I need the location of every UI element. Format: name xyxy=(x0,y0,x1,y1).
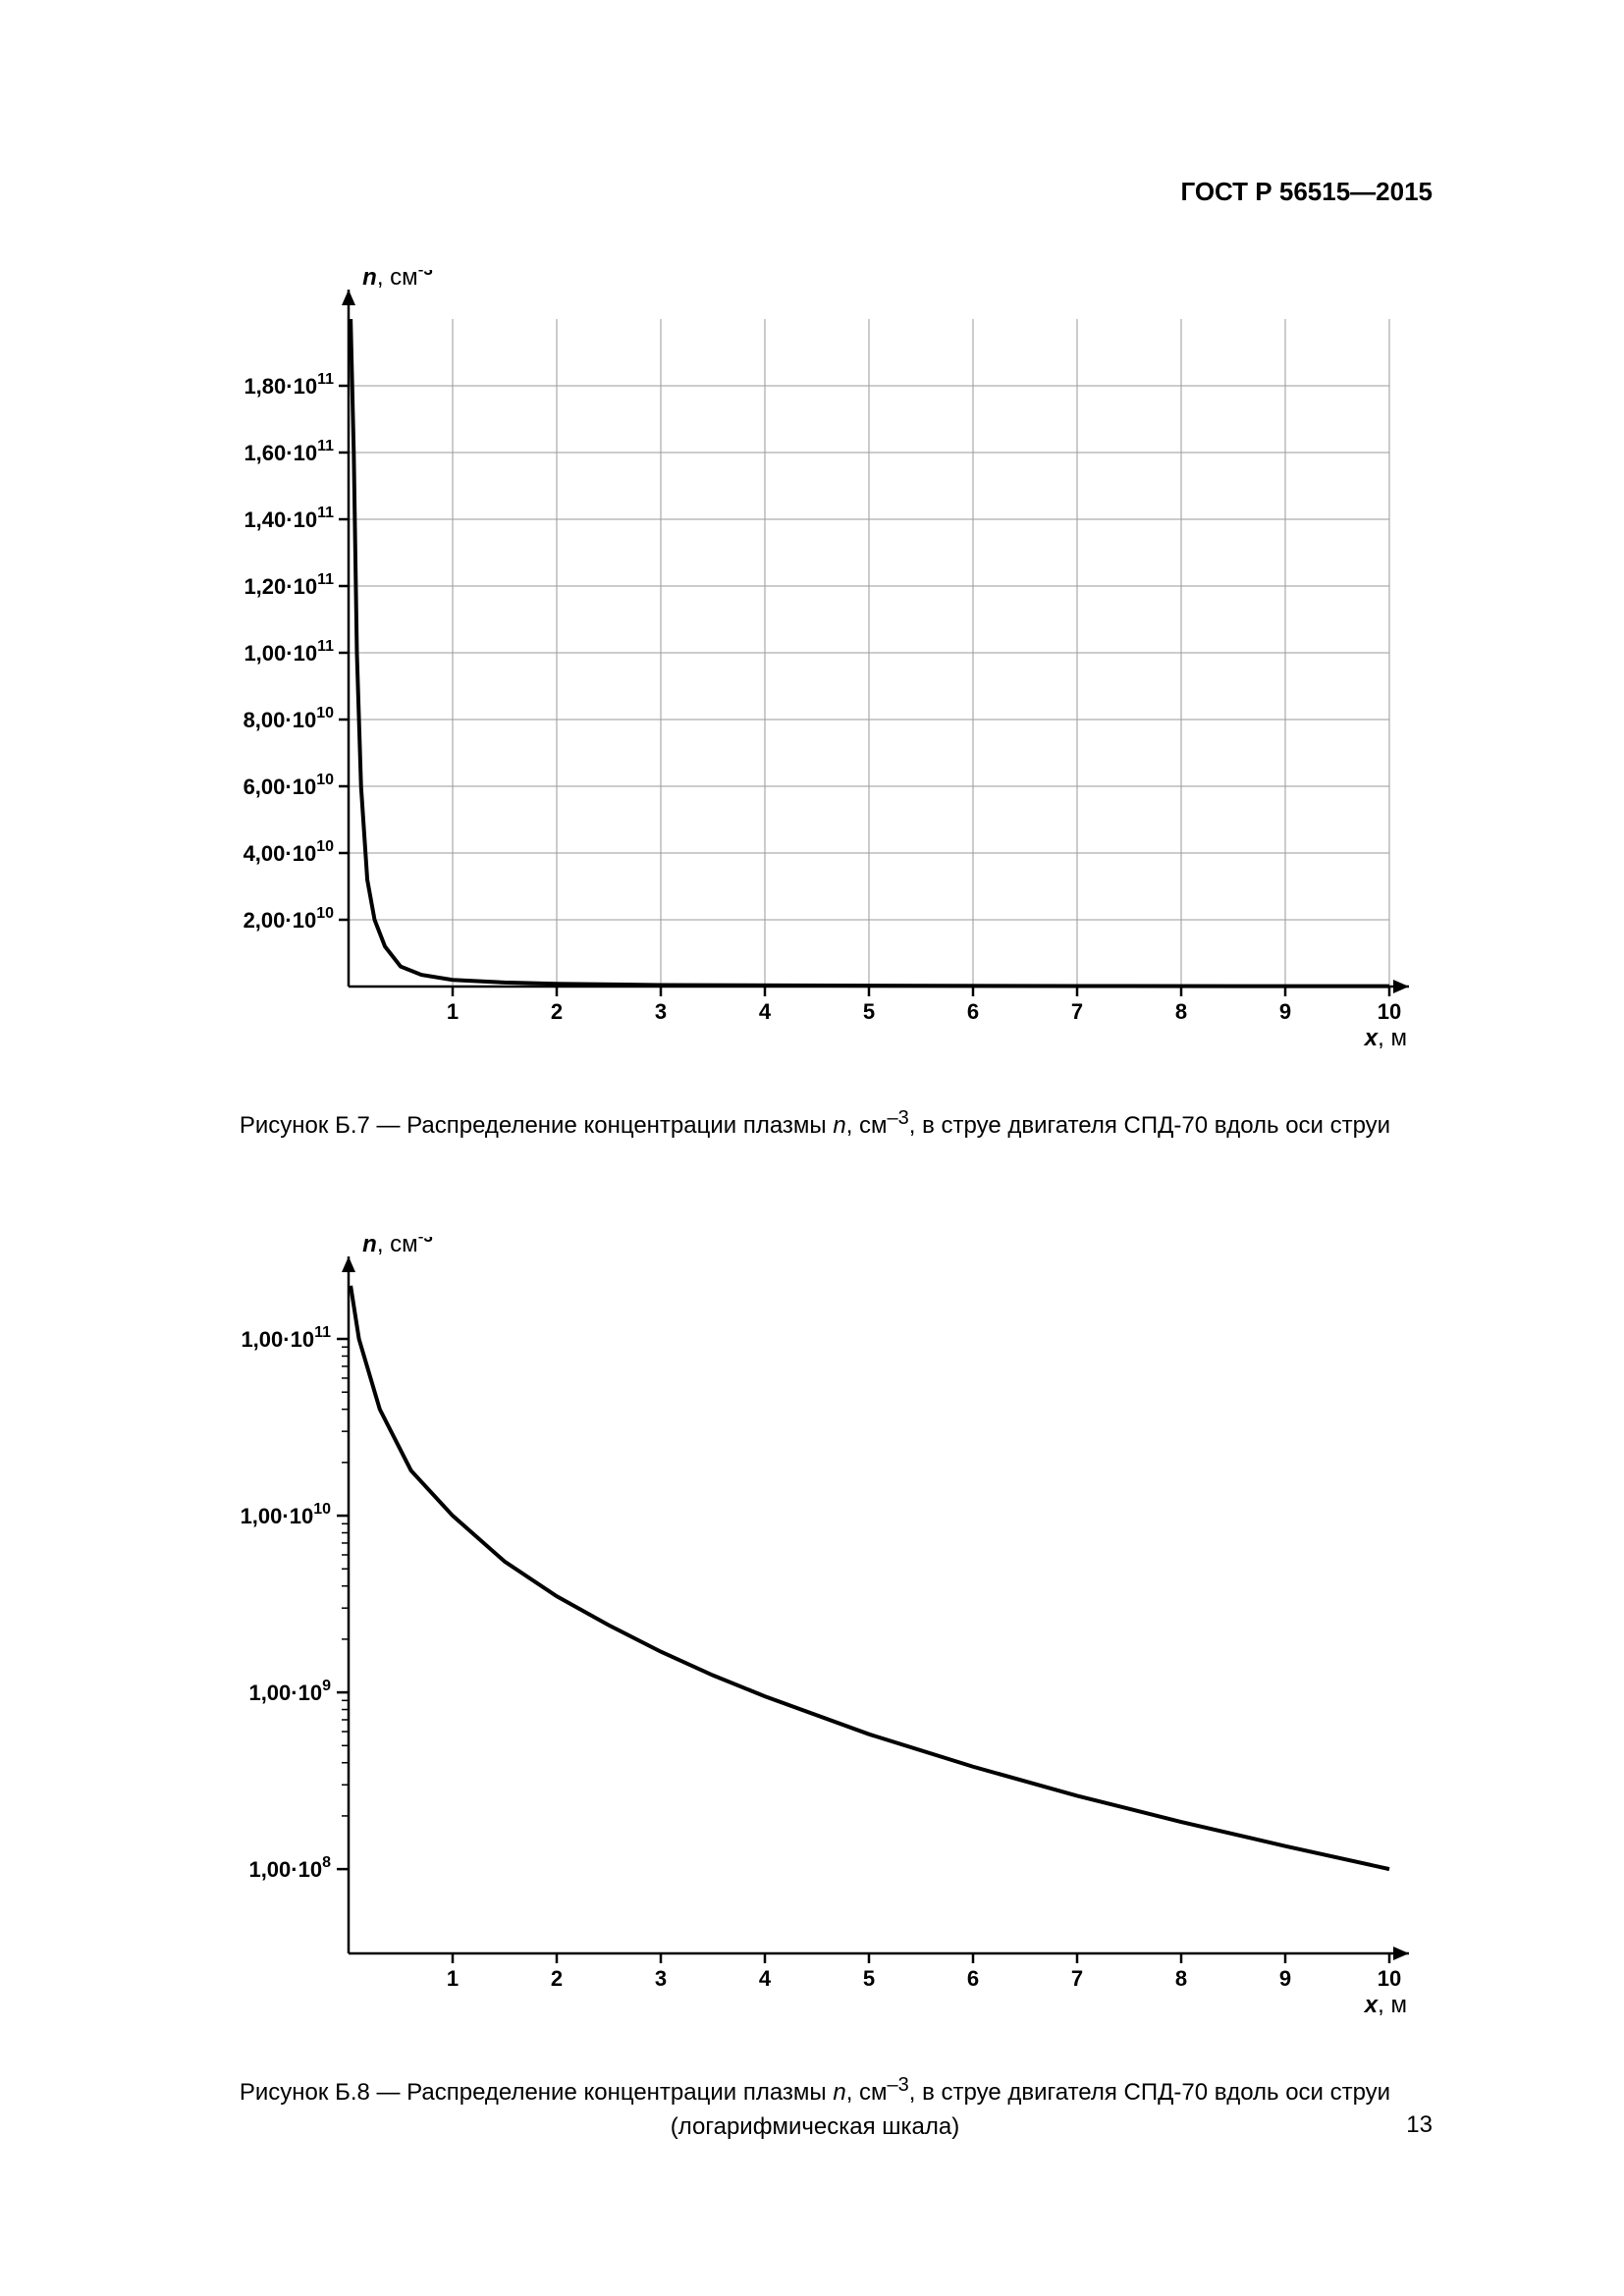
svg-text:n, см-3: n, см-3 xyxy=(362,1237,433,1257)
svg-text:9: 9 xyxy=(1279,999,1291,1024)
svg-text:1,00·108: 1,00·108 xyxy=(248,1854,331,1882)
svg-text:2: 2 xyxy=(551,1966,563,1991)
caption-unit: , см xyxy=(846,2079,888,2106)
svg-text:10: 10 xyxy=(1378,1966,1401,1991)
caption-suffix: , в струе двигателя СПД-70 вдоль оси стр… xyxy=(909,2079,1390,2106)
chart-b8: 1 2 3 4 5 6 7 8 9 10 1,00·108 1,00·109 1,00·1010 1,00… xyxy=(191,1237,1438,2042)
chart-b8-wrap: 1 2 3 4 5 6 7 8 9 10 1,00·108 1,00·109 1,00·1010 1,00… xyxy=(191,1237,1438,2145)
svg-text:4,00·1010: 4,00·1010 xyxy=(244,838,335,866)
svg-text:1: 1 xyxy=(447,1966,459,1991)
svg-text:1,00·1011: 1,00·1011 xyxy=(241,1324,331,1352)
svg-text:8: 8 xyxy=(1175,1966,1187,1991)
svg-text:1,00·109: 1,00·109 xyxy=(248,1678,331,1705)
caption-text: Рисунок Б.8 — Распределение концентрации… xyxy=(240,2079,833,2106)
caption-var: n xyxy=(833,2079,845,2106)
svg-text:5: 5 xyxy=(863,999,875,1024)
svg-text:2,00·1010: 2,00·1010 xyxy=(244,905,335,933)
svg-text:n, см-3: n, см-3 xyxy=(362,270,433,291)
svg-text:6: 6 xyxy=(967,1966,979,1991)
svg-text:1,00·1011: 1,00·1011 xyxy=(244,638,334,666)
svg-text:1,60·1011: 1,60·1011 xyxy=(244,438,334,465)
caption-var: n xyxy=(833,1112,845,1139)
svg-text:7: 7 xyxy=(1071,999,1083,1024)
svg-text:9: 9 xyxy=(1279,1966,1291,1991)
svg-text:8,00·1010: 8,00·1010 xyxy=(244,705,335,732)
caption-line2: (логарифмическая шкала) xyxy=(191,2110,1438,2145)
caption-text: Рисунок Б.7 — Распределение концентрации… xyxy=(240,1112,833,1139)
document-code: ГОСТ Р 56515—2015 xyxy=(1180,177,1433,207)
svg-text:4: 4 xyxy=(759,1966,772,1991)
svg-text:x, м: x, м xyxy=(1363,1992,1407,2018)
svg-text:1,80·1011: 1,80·1011 xyxy=(244,371,334,399)
svg-text:x, м: x, м xyxy=(1363,1025,1407,1051)
svg-text:6,00·1010: 6,00·1010 xyxy=(244,772,335,799)
chart-b7: 1 2 3 4 5 6 7 8 9 10 2,00·1010 4,00·1010 6,00·1010 8,… xyxy=(191,270,1438,1075)
caption-suffix: , в струе двигателя СПД-70 вдоль оси стр… xyxy=(909,1112,1390,1139)
chart-b7-wrap: 1 2 3 4 5 6 7 8 9 10 2,00·1010 4,00·1010 6,00·1010 8,… xyxy=(191,270,1438,1144)
svg-text:2: 2 xyxy=(551,999,563,1024)
caption-unit: , см xyxy=(846,1112,888,1139)
svg-text:8: 8 xyxy=(1175,999,1187,1024)
svg-text:3: 3 xyxy=(655,1966,667,1991)
svg-text:5: 5 xyxy=(863,1966,875,1991)
chart-b7-caption: Рисунок Б.7 — Распределение концентрации… xyxy=(191,1104,1438,1144)
svg-text:1,00·1010: 1,00·1010 xyxy=(241,1501,332,1528)
svg-text:7: 7 xyxy=(1071,1966,1083,1991)
chart-b8-caption: Рисунок Б.8 — Распределение концентрации… xyxy=(191,2071,1438,2145)
svg-text:1,20·1011: 1,20·1011 xyxy=(244,571,334,599)
svg-text:1,40·1011: 1,40·1011 xyxy=(244,505,334,532)
svg-text:6: 6 xyxy=(967,999,979,1024)
svg-text:1: 1 xyxy=(447,999,459,1024)
svg-text:4: 4 xyxy=(759,999,772,1024)
svg-text:10: 10 xyxy=(1378,999,1401,1024)
caption-exp: –3 xyxy=(888,2074,909,2096)
caption-exp: –3 xyxy=(888,1107,909,1129)
svg-text:3: 3 xyxy=(655,999,667,1024)
